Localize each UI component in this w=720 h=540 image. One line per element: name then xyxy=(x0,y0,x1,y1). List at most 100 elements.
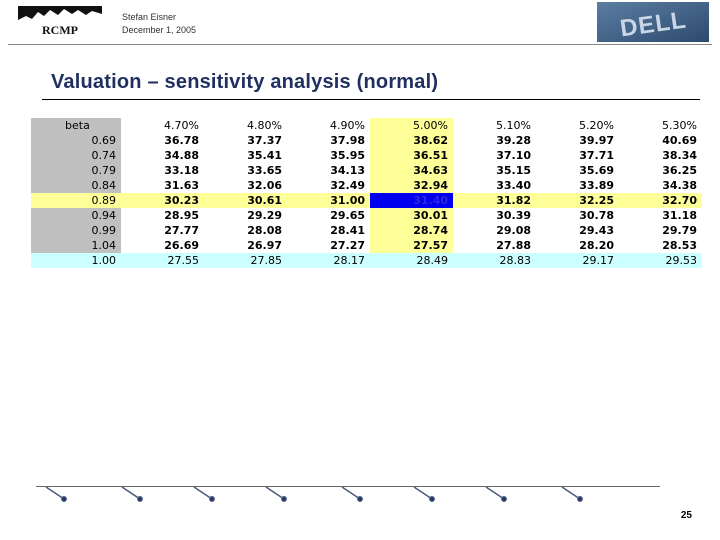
value-cell: 30.01 xyxy=(370,208,453,223)
footer-tick xyxy=(121,486,141,500)
value-cell: 37.10 xyxy=(496,149,531,162)
footer-dot xyxy=(209,496,215,502)
value-cell: 28.20 xyxy=(579,239,614,252)
beta-cell: 0.74 xyxy=(31,148,121,163)
table-row: 0.94 28.95 29.29 29.65 30.01 30.39 30.78… xyxy=(31,208,702,223)
footer-dot xyxy=(357,496,363,502)
value-cell: 38.34 xyxy=(662,149,697,162)
table-row: 0.99 27.77 28.08 28.41 28.74 29.08 29.43… xyxy=(31,223,702,238)
beta-cell: 0.94 xyxy=(31,208,121,223)
value-cell: 28.53 xyxy=(662,239,697,252)
footer-dot xyxy=(281,496,287,502)
value-cell: 29.29 xyxy=(247,209,282,222)
column-header-highlighted: 5.00% xyxy=(370,118,453,133)
header-divider xyxy=(8,44,712,45)
page-number: 25 xyxy=(680,510,692,521)
value-cell: 27.27 xyxy=(330,239,365,252)
footer-tick xyxy=(193,486,213,500)
value-cell: 27.77 xyxy=(164,224,199,237)
author-name: Stefan Eisner xyxy=(122,12,177,22)
footer-dot xyxy=(501,496,507,502)
value-cell: 35.95 xyxy=(330,149,365,162)
value-cell: 28.83 xyxy=(453,253,536,268)
value-cell: 28.41 xyxy=(330,224,365,237)
value-cell: 28.17 xyxy=(287,253,370,268)
value-cell: 33.65 xyxy=(247,164,282,177)
value-cell: 33.89 xyxy=(579,179,614,192)
value-cell: 32.25 xyxy=(536,193,619,208)
value-cell: 29.17 xyxy=(536,253,619,268)
value-cell: 32.06 xyxy=(247,179,282,192)
value-cell: 29.53 xyxy=(619,253,702,268)
value-cell: 31.82 xyxy=(453,193,536,208)
value-cell: 34.88 xyxy=(164,149,199,162)
footer-tick xyxy=(413,486,433,500)
footer-tick xyxy=(341,486,361,500)
value-cell: 36.51 xyxy=(370,148,453,163)
value-cell: 30.39 xyxy=(496,209,531,222)
column-header: 4.80% xyxy=(247,119,282,132)
column-header: 5.10% xyxy=(496,119,531,132)
value-cell: 30.61 xyxy=(204,193,287,208)
footer-dot xyxy=(137,496,143,502)
rcmp-logo: RCMP xyxy=(18,6,102,40)
value-cell: 37.98 xyxy=(330,134,365,147)
table-header-row: beta 4.70% 4.80% 4.90% 5.00% 5.10% 5.20%… xyxy=(31,118,702,133)
value-cell: 37.37 xyxy=(247,134,282,147)
footer-tick xyxy=(485,486,505,500)
value-cell: 29.79 xyxy=(662,224,697,237)
footer-dot xyxy=(429,496,435,502)
table-row: 0.69 36.78 37.37 37.98 38.62 39.28 39.97… xyxy=(31,133,702,148)
value-cell: 27.88 xyxy=(496,239,531,252)
value-cell: 35.69 xyxy=(579,164,614,177)
table-row: 0.84 31.63 32.06 32.49 32.94 33.40 33.89… xyxy=(31,178,702,193)
value-cell: 32.94 xyxy=(370,178,453,193)
beta-header: beta xyxy=(31,118,121,133)
value-cell: 32.49 xyxy=(330,179,365,192)
beta-cell: 0.69 xyxy=(31,133,121,148)
author-block: Stefan Eisner December 1, 2005 xyxy=(122,11,196,37)
footer-dot xyxy=(61,496,67,502)
value-cell: 40.69 xyxy=(662,134,697,147)
value-cell: 29.65 xyxy=(330,209,365,222)
column-header: 5.30% xyxy=(662,119,697,132)
beta-cell: 0.79 xyxy=(31,163,121,178)
slide-title: Valuation – sensitivity analysis (normal… xyxy=(51,71,439,93)
table-row-highlighted: 0.89 30.23 30.61 31.00 31.40 31.82 32.25… xyxy=(31,193,702,208)
value-cell: 35.41 xyxy=(247,149,282,162)
value-cell: 31.00 xyxy=(287,193,370,208)
value-cell: 33.18 xyxy=(164,164,199,177)
value-cell: 35.15 xyxy=(496,164,531,177)
beta-cell: 0.84 xyxy=(31,178,121,193)
value-cell: 33.40 xyxy=(496,179,531,192)
column-header: 5.20% xyxy=(579,119,614,132)
footer-tick xyxy=(561,486,581,500)
dell-logo: DELL xyxy=(597,2,709,42)
value-cell: 29.43 xyxy=(579,224,614,237)
rcmp-logo-text: RCMP xyxy=(42,23,78,37)
value-cell: 28.08 xyxy=(247,224,282,237)
beta-cell: 1.04 xyxy=(31,238,121,253)
value-cell: 31.63 xyxy=(164,179,199,192)
footer-tick xyxy=(45,486,65,500)
value-cell: 28.95 xyxy=(164,209,199,222)
beta-cell: 0.99 xyxy=(31,223,121,238)
value-cell: 26.97 xyxy=(247,239,282,252)
value-cell: 28.49 xyxy=(370,253,453,268)
value-cell: 39.28 xyxy=(496,134,531,147)
selected-value-cell: 31.40 xyxy=(370,193,453,208)
table-row: 1.04 26.69 26.97 27.27 27.57 27.88 28.20… xyxy=(31,238,702,253)
value-cell: 39.97 xyxy=(579,134,614,147)
table-row: 0.79 33.18 33.65 34.13 34.63 35.15 35.69… xyxy=(31,163,702,178)
value-cell: 36.78 xyxy=(164,134,199,147)
value-cell: 34.38 xyxy=(662,179,697,192)
value-cell: 29.08 xyxy=(496,224,531,237)
value-cell: 31.18 xyxy=(662,209,697,222)
value-cell: 26.69 xyxy=(164,239,199,252)
table-row-base-case: 1.00 27.55 27.85 28.17 28.49 28.83 29.17… xyxy=(31,253,702,268)
column-header: 4.90% xyxy=(330,119,365,132)
beta-cell: 0.89 xyxy=(31,193,121,208)
value-cell: 30.78 xyxy=(579,209,614,222)
footer-decoration xyxy=(45,486,583,502)
table-row: 0.74 34.88 35.41 35.95 36.51 37.10 37.71… xyxy=(31,148,702,163)
